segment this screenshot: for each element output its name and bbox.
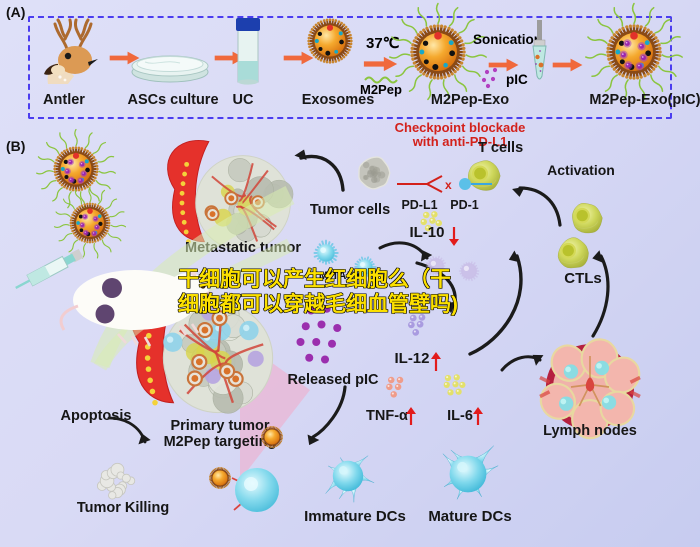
svg-text:x: x — [445, 178, 452, 192]
